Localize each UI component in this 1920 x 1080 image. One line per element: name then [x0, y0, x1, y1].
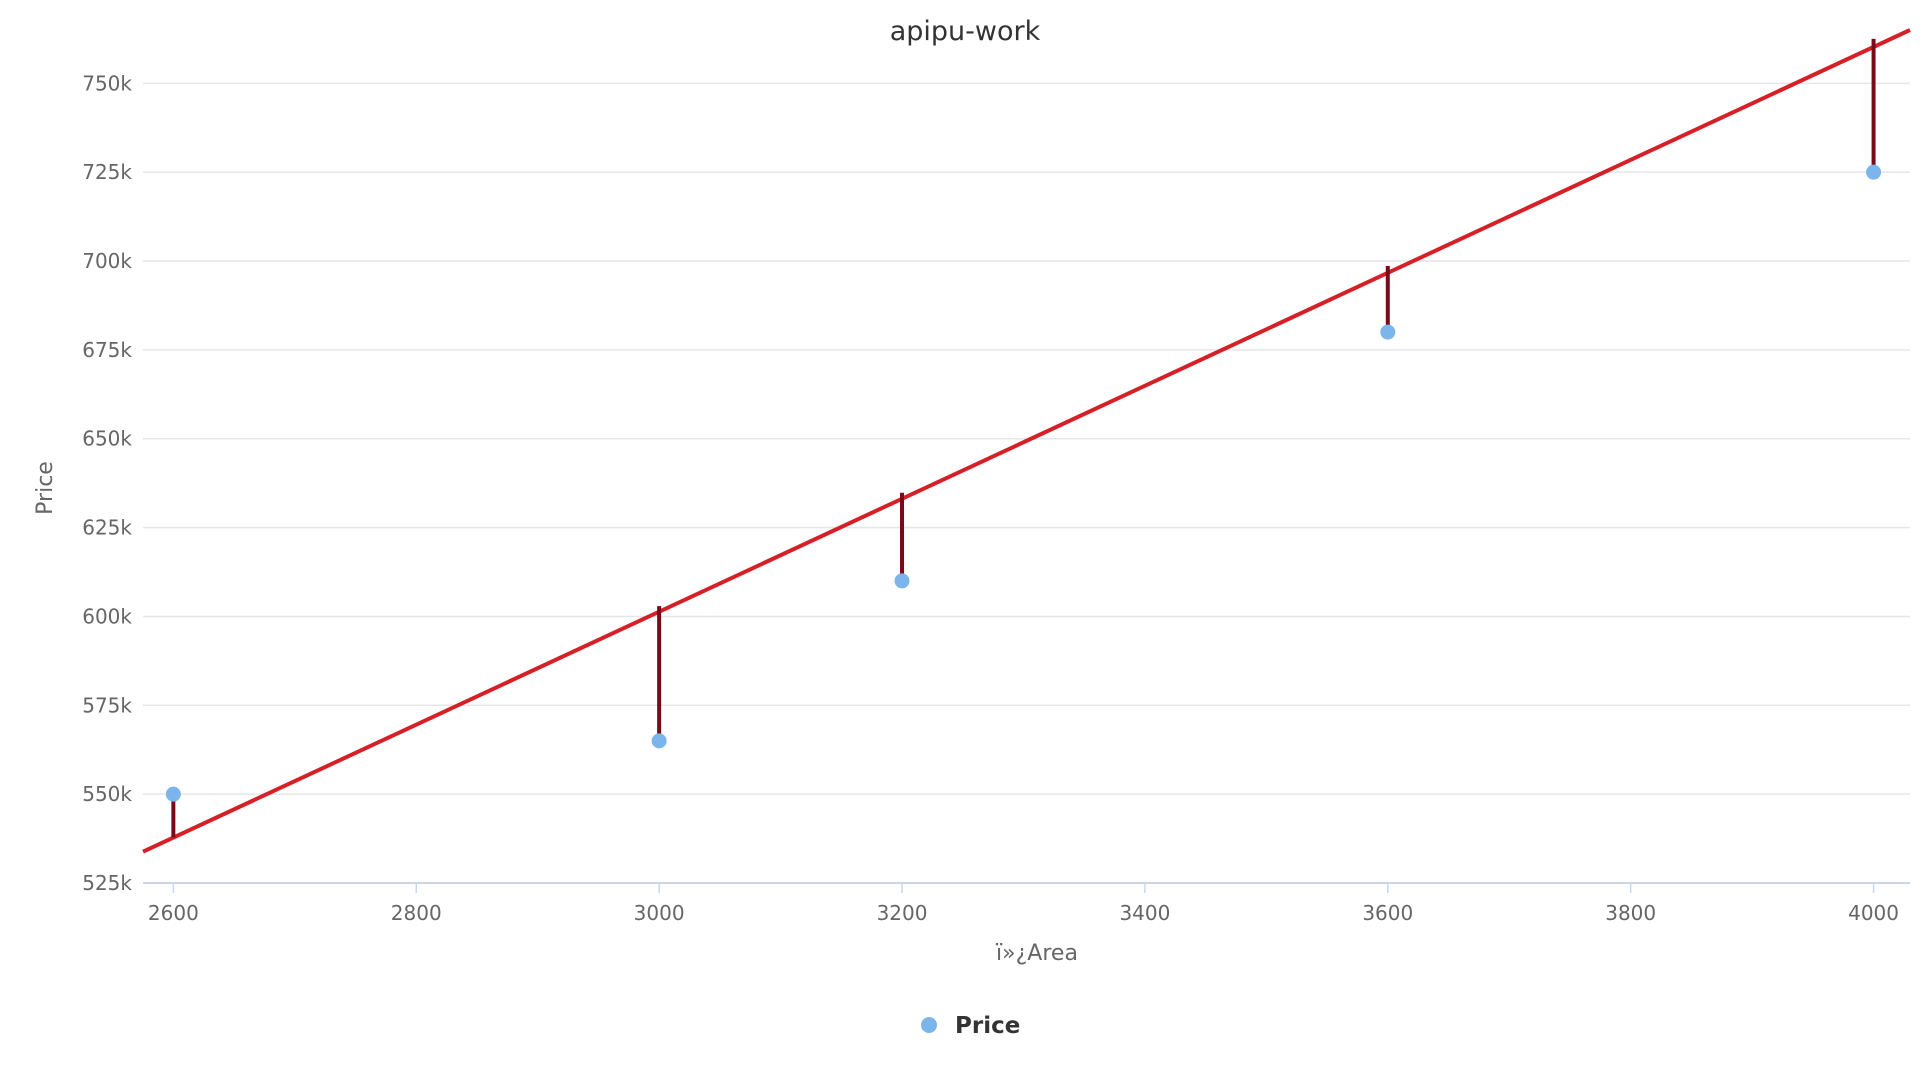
- y-tick-label: 525k: [82, 871, 132, 895]
- regression-line: [142, 28, 1911, 854]
- x-tick-label: 3800: [1605, 901, 1656, 925]
- x-tick-label: 3400: [1119, 901, 1170, 925]
- data-point[interactable]: [1380, 324, 1396, 340]
- y-tick-label: 700k: [82, 249, 132, 273]
- y-tick-label: 750k: [82, 71, 132, 95]
- y-axis-title: Price: [33, 461, 58, 515]
- chart-title: apipu-work: [890, 16, 1041, 47]
- x-tick-label: 4000: [1848, 901, 1899, 925]
- y-tick-label: 575k: [82, 693, 132, 717]
- y-tick-label: 725k: [82, 160, 132, 184]
- x-tick-label: 3200: [877, 901, 928, 925]
- x-tick-label: 3000: [634, 901, 685, 925]
- data-point[interactable]: [894, 573, 910, 589]
- x-tick-label: 3600: [1362, 901, 1413, 925]
- x-tick-label: 2600: [148, 901, 199, 925]
- data-point[interactable]: [651, 733, 667, 749]
- y-tick-label: 550k: [82, 782, 132, 806]
- y-tick-label: 675k: [82, 338, 132, 362]
- data-point[interactable]: [1866, 164, 1882, 180]
- tick-labels: 525k 550k 575k 600k 625k 650k 675k 700k 725k 750k…: [82, 71, 1899, 925]
- legend-marker-price: [921, 1017, 937, 1033]
- axes: [143, 882, 1910, 893]
- legend[interactable]: Price: [921, 1013, 1020, 1039]
- legend-label-price[interactable]: Price: [955, 1013, 1020, 1039]
- x-axis-title: ï»¿Area: [995, 941, 1078, 966]
- x-tick-label: 2800: [391, 901, 442, 925]
- y-tick-label: 625k: [82, 516, 132, 540]
- data-point[interactable]: [165, 786, 181, 802]
- y-tick-label: 650k: [82, 427, 132, 451]
- y-tick-label: 600k: [82, 604, 132, 628]
- data-points[interactable]: [165, 164, 1882, 802]
- regression-line-group: [142, 28, 1911, 854]
